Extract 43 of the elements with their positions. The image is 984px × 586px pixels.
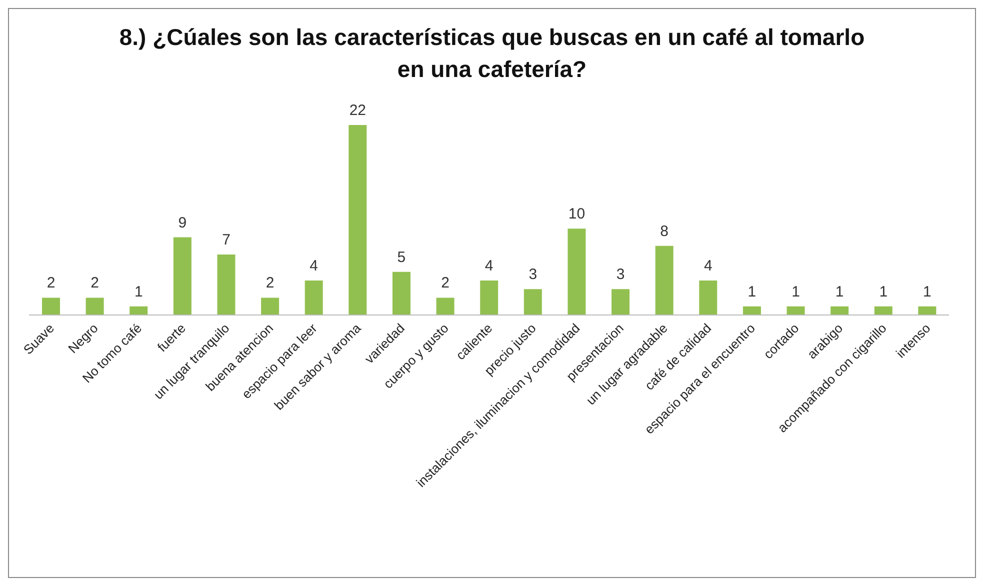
bar	[655, 246, 674, 315]
bar	[918, 306, 936, 315]
bar	[480, 280, 498, 315]
bar	[568, 228, 586, 315]
bar	[304, 280, 323, 315]
data-label: 3	[528, 266, 538, 284]
data-label: 1	[792, 283, 800, 300]
bar	[173, 237, 192, 315]
data-label: 4	[484, 257, 494, 274]
data-label: 3	[616, 266, 625, 284]
data-label: 2	[266, 274, 274, 292]
chart-title: 8.) ¿Cúales son las características que buscas en un café al tomarlo en una cafetería?	[118, 23, 866, 84]
bar	[392, 272, 410, 315]
bar	[130, 306, 148, 315]
bar	[786, 306, 805, 315]
data-label: 10	[568, 206, 586, 223]
bar	[42, 298, 60, 315]
data-label: 1	[879, 283, 888, 300]
data-label: 2	[46, 274, 56, 292]
bar	[436, 298, 454, 315]
bar	[217, 254, 236, 315]
bar	[742, 306, 761, 315]
bar	[524, 289, 542, 315]
data-label: 5	[397, 248, 406, 266]
data-label: 9	[178, 214, 187, 232]
data-label: 7	[222, 232, 230, 249]
bar	[699, 280, 718, 315]
data-label: 1	[923, 283, 932, 300]
data-label: 4	[704, 257, 712, 274]
data-label: 22	[349, 102, 366, 119]
bar	[261, 298, 280, 315]
data-label: 2	[441, 274, 450, 292]
bar	[830, 306, 849, 315]
bar	[612, 289, 630, 315]
bar	[86, 298, 104, 315]
bar	[348, 125, 367, 315]
data-label: 1	[748, 283, 756, 300]
bar	[874, 306, 892, 315]
data-label: 2	[90, 274, 99, 292]
data-label: 8	[660, 222, 669, 240]
data-label: 4	[310, 257, 318, 274]
data-label: 1	[134, 283, 143, 300]
data-label: 1	[835, 283, 844, 300]
